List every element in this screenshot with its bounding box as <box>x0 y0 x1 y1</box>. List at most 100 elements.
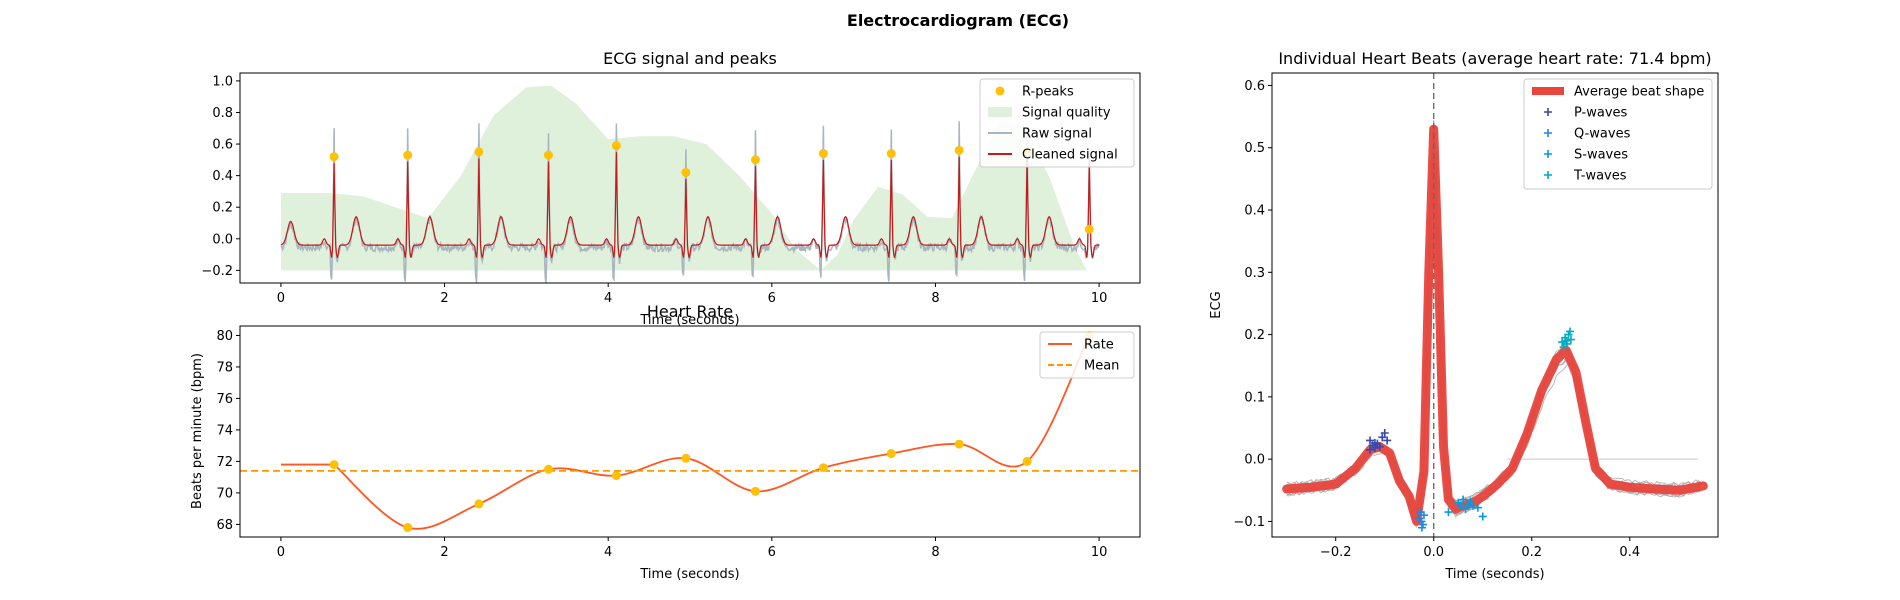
heart-rate-legend: Rate Mean <box>1039 331 1135 379</box>
ecg-legend-label: Cleaned signal <box>1022 148 1118 163</box>
heart-beats-xtick-label: 0.2 <box>1521 545 1542 560</box>
rate-point <box>750 486 760 496</box>
heart-rate-xtick-label: 2 <box>440 545 448 560</box>
heart-beats-ytick-label: 0.0 <box>1244 453 1265 468</box>
ecg-signal-xtick-label: 2 <box>440 291 448 306</box>
legend-marker-wave <box>1544 129 1552 137</box>
t-wave-marker <box>1563 339 1572 348</box>
s-wave-marker <box>1459 495 1468 504</box>
s-wave-marker <box>1466 497 1475 506</box>
r-peak-point <box>681 167 691 177</box>
s-wave-marker <box>1468 501 1477 510</box>
ecg-signal-xtick-label: 6 <box>768 291 776 306</box>
ecg-signal-ytick-label: −0.2 <box>201 264 233 279</box>
ecg-signal-xtick-label: 8 <box>931 291 939 306</box>
heart-rate-ytick-label: 74 <box>216 423 233 438</box>
heart-beats-ytick-label: 0.6 <box>1244 79 1265 94</box>
heart-beats-title: Individual Heart Beats (average heart ra… <box>1278 49 1711 68</box>
legend-marker-wave <box>1544 108 1552 116</box>
rate-point <box>886 449 896 459</box>
legend-patch-signal-quality <box>988 107 1012 117</box>
ecg-signal-ytick-label: 0.0 <box>212 232 233 247</box>
heart-rate-ytick-label: 68 <box>216 518 233 533</box>
heart-rate-xtick-label: 6 <box>768 545 776 560</box>
r-peak-point <box>1084 224 1094 234</box>
heart-rate-ytick-label: 72 <box>216 455 233 470</box>
ecg-signal-ytick-label: 1.0 <box>212 74 233 89</box>
heart-beats-xtick-label: 0.4 <box>1619 545 1640 560</box>
heart-rate-xtick-label: 4 <box>604 545 612 560</box>
rate-point <box>954 439 964 449</box>
ecg-signal-ytick-label: 0.2 <box>212 201 233 216</box>
heart-rate-xlabel: Time (seconds) <box>639 567 739 582</box>
ecg-signal-legend: R-peaks Signal quality Raw signal Cleaned s… <box>979 78 1135 168</box>
heart-rate-title: Heart Rate <box>647 302 733 321</box>
rate-line <box>280 335 1091 530</box>
heart-beats-ytick-label: 0.1 <box>1244 390 1265 405</box>
r-peak-point <box>886 149 896 159</box>
heart-rate-xtick-label: 0 <box>277 545 285 560</box>
beats-legend-label: T-waves <box>1573 169 1627 184</box>
rate-point <box>818 463 828 473</box>
rate-legend-label: Rate <box>1084 338 1114 353</box>
beats-legend-label: Average beat shape <box>1574 85 1704 100</box>
p-wave-marker <box>1378 433 1387 442</box>
s-wave-marker <box>1456 501 1465 510</box>
p-wave-marker <box>1375 442 1384 451</box>
heart-beats-plot-area: −0.2 0.0 0.2 0.4 −0.1 0.0 0.1 0.2 0.3 0.4 0.5 0.6 <box>1233 73 1708 560</box>
p-wave-marker <box>1383 436 1392 445</box>
rate-point <box>329 460 339 470</box>
cleaned-signal-line <box>280 152 1100 258</box>
s-wave-marker <box>1444 508 1453 517</box>
ecg-signal-plot-area: 0 2 4 6 8 10 −0.2 0.0 0.2 0.4 0.6 0.8 1.0 <box>201 74 1107 306</box>
heart-beats-ytick-label: 0.5 <box>1244 141 1265 156</box>
ecg-legend-label: Signal quality <box>1022 106 1111 121</box>
ecg-signal-xtick-label: 0 <box>277 291 285 306</box>
heart-rate-xtick-label: 10 <box>1091 545 1108 560</box>
ecg-signal-ytick-label: 0.8 <box>212 106 233 121</box>
heart-beats-xlabel: Time (seconds) <box>1444 567 1544 582</box>
heart-rate-ytick-label: 80 <box>216 329 233 344</box>
ecg-legend-label: R-peaks <box>1022 85 1074 100</box>
legend-marker-wave <box>1544 150 1552 158</box>
r-peak-point <box>818 149 828 159</box>
ecg-legend-label: Raw signal <box>1022 127 1092 142</box>
p-wave-marker <box>1366 445 1375 454</box>
ecg-signal-panel: ECG signal and peaks 0 2 4 6 8 10 −0.2 0.0 0.2 0.… <box>201 49 1141 328</box>
t-wave-marker <box>1558 338 1567 347</box>
r-peak-point <box>611 141 621 151</box>
s-wave-marker <box>1461 504 1470 513</box>
ecg-signal-frame <box>239 72 1141 284</box>
beats-legend-label: P-waves <box>1574 106 1628 121</box>
r-peak-point <box>329 152 339 162</box>
s-wave-marker <box>1473 503 1482 512</box>
ecg-legend-box <box>979 78 1135 168</box>
heart-beats-legend: Average beat shape P-waves Q-waves S-waves T… <box>1523 78 1713 190</box>
heart-rate-ylabel: Beats per minute (bpm) <box>190 353 205 509</box>
ecg-signal-xtick-label: 10 <box>1091 291 1108 306</box>
heart-rate-xtick-label: 8 <box>931 545 939 560</box>
p-wave-marker <box>1366 436 1375 445</box>
rate-point <box>543 464 553 474</box>
average-beat-line <box>1282 124 1708 526</box>
beats-legend-label: S-waves <box>1574 148 1628 163</box>
q-wave-marker <box>1417 523 1426 532</box>
q-wave-marker <box>1416 508 1425 517</box>
p-wave-marker <box>1380 428 1389 437</box>
ecg-signal-ytick-label: 0.6 <box>212 138 233 153</box>
t-wave-marker <box>1565 327 1574 336</box>
beats-legend-label: Q-waves <box>1574 127 1631 142</box>
heart-beats-ylabel: ECG <box>1209 291 1224 318</box>
heart-beats-ytick-label: 0.4 <box>1244 204 1265 219</box>
ecg-plot-group <box>280 85 1100 283</box>
rate-legend-label: Mean <box>1084 359 1119 374</box>
heart-rate-frame <box>239 325 1141 538</box>
heart-rate-ytick-label: 70 <box>216 486 233 501</box>
heart-beats-ytick-label: 0.2 <box>1244 328 1265 343</box>
r-peak-point <box>543 150 553 160</box>
heart-beats-xtick-label: 0.0 <box>1423 545 1444 560</box>
q-wave-marker <box>1415 514 1424 523</box>
heart-beats-xtick-label: −0.2 <box>1320 545 1352 560</box>
